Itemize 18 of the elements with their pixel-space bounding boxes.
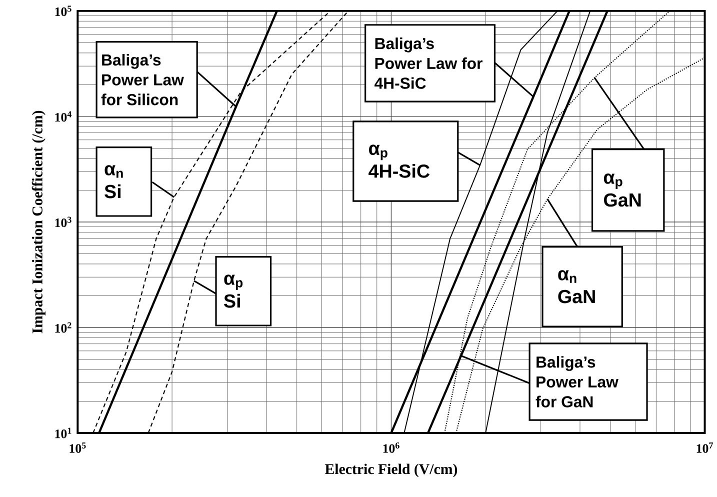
annotation: α$_{n}$ Si bbox=[104, 165, 123, 198]
x-axis-title: Electric Field (V/cm) bbox=[324, 464, 458, 478]
x-tick-label: 10$^{5}$ bbox=[70, 442, 86, 453]
x-tick-label: 10$^{6}$ bbox=[383, 442, 400, 454]
y-tick-label: 10$^{1}$ bbox=[55, 428, 72, 438]
annotation: α$_{p}$ 4H-SiC bbox=[368, 144, 430, 178]
x-tick-label: 10$^{7}$ bbox=[696, 442, 713, 453]
y-tick-label: 10$^{2}$ bbox=[55, 322, 72, 333]
annotation: Baliga’s Power Law for GaN bbox=[536, 356, 618, 408]
y-axis-title: Impact Ionization Coefficient (/cm) bbox=[32, 111, 46, 334]
annotation: α$_{n}$ GaN bbox=[558, 270, 595, 304]
annotation: Baliga’s Power Law for 4H-SiC bbox=[374, 38, 482, 90]
annotation: α$_{p}$ Si bbox=[224, 274, 243, 308]
y-tick-label: 10$^{4}$ bbox=[55, 111, 72, 122]
annotation: Baliga’s Power Law for Silicon bbox=[101, 54, 184, 106]
y-tick-label: 10$^{3}$ bbox=[55, 216, 72, 228]
y-tick-label: 10$^{5}$ bbox=[55, 6, 72, 16]
annotation: α$_{p}$ GaN bbox=[604, 174, 641, 207]
